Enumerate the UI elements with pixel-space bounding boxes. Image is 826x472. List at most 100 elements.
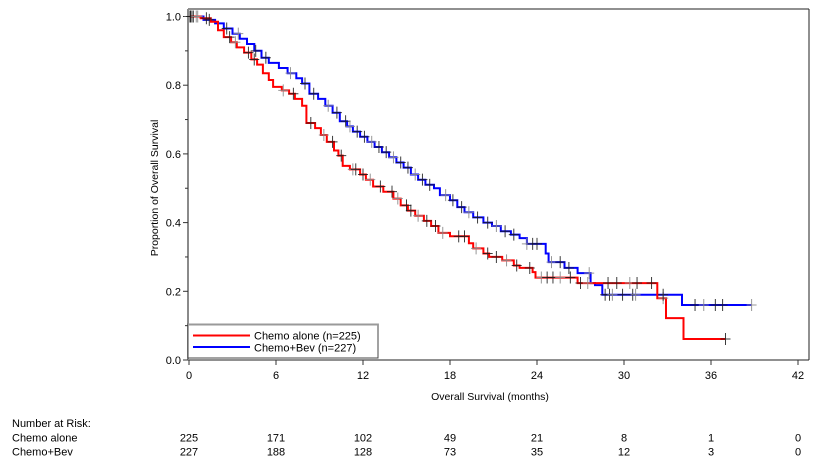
censor-mark-chemo-bev xyxy=(323,99,334,112)
censor-mark-chemo-bev xyxy=(698,299,709,312)
censor-mark-chemo-alone xyxy=(387,185,397,198)
censor-mark-chemo-bev xyxy=(344,120,355,133)
y-tick-label: 0.4 xyxy=(166,218,181,230)
risk-row-label-chemo-bev: Chemo+Bev xyxy=(12,447,73,459)
legend-label-chemo-alone: Chemo alone (n=225) xyxy=(254,331,361,343)
censor-mark-chemo-bev xyxy=(491,220,502,233)
censor-mark-chemo-bev xyxy=(424,178,435,191)
x-axis-ticks: 0 6 12 18 24 30 36 42 xyxy=(186,360,804,382)
risk-count-chemo-alone: 1 xyxy=(708,433,714,445)
risk-count-chemo-bev: 12 xyxy=(618,447,630,459)
censor-mark-chemo-alone xyxy=(350,163,361,176)
risk-count-chemo-alone: 171 xyxy=(267,433,285,445)
censor-mark-chemo-bev xyxy=(191,10,202,23)
censor-mark-chemo-bev xyxy=(607,288,618,301)
y-tick-label: 0.6 xyxy=(166,149,181,161)
censor-mark-chemo-alone xyxy=(524,261,535,274)
censor-mark-chemo-bev xyxy=(410,168,421,181)
risk-count-chemo-bev: 3 xyxy=(708,447,714,459)
x-tick-label: 30 xyxy=(618,370,630,382)
series-layer xyxy=(189,15,752,340)
censor-mark-chemo-alone xyxy=(646,277,657,290)
censor-mark-chemo-bev xyxy=(204,13,215,26)
series-line-chemo-alone xyxy=(189,15,726,340)
censor-mark-chemo-bev xyxy=(381,146,392,159)
risk-count-chemo-alone: 8 xyxy=(621,433,627,445)
risk-count-chemo-bev: 188 xyxy=(267,447,285,459)
censor-mark-chemo-alone xyxy=(582,277,593,290)
censor-mark-chemo-bev xyxy=(546,256,557,269)
censor-mark-chemo-bev xyxy=(658,288,669,301)
censor-mark-chemo-bev xyxy=(617,288,628,301)
censor-mark-chemo-bev xyxy=(746,299,757,312)
censor-mark-chemo-alone xyxy=(288,87,299,100)
censor-mark-chemo-bev xyxy=(630,288,641,301)
censor-mark-chemo-alone xyxy=(603,277,614,290)
censor-mark-chemo-alone xyxy=(358,168,368,181)
y-axis-ticks: 0.0 0.2 0.4 0.6 0.8 1.0 xyxy=(166,12,188,367)
censor-mark-chemo-alone xyxy=(611,277,622,290)
censor-mark-chemo-bev xyxy=(250,44,261,57)
censor-mark-chemo-bev xyxy=(402,161,413,174)
x-tick-label: 36 xyxy=(705,370,717,382)
censor-mark-chemo-alone xyxy=(501,254,512,267)
x-tick-label: 42 xyxy=(792,370,804,382)
censor-mark-chemo-alone xyxy=(401,199,412,212)
series-line-chemo-bev xyxy=(189,15,752,306)
censor-mark-chemo-bev xyxy=(388,151,399,164)
censor-mark-chemo-alone xyxy=(720,333,731,346)
censor-mark-chemo-alone xyxy=(511,259,522,272)
risk-count-chemo-alone: 49 xyxy=(444,433,456,445)
risk-count-chemo-alone: 102 xyxy=(354,433,372,445)
censor-mark-chemo-bev xyxy=(340,115,351,128)
censor-mark-chemo-bev xyxy=(463,206,474,219)
censor-mark-chemo-bev xyxy=(308,87,319,100)
risk-count-chemo-alone: 0 xyxy=(795,433,801,445)
censor-mark-chemo-bev xyxy=(563,261,574,274)
x-tick-label: 0 xyxy=(186,370,192,382)
censor-mark-chemo-alone xyxy=(405,204,416,217)
censor-mark-chemo-alone xyxy=(430,220,441,233)
risk-counts: 225 171 102 49 21 8 1 0 227 188 128 73 35 12 3 0 xyxy=(180,433,801,459)
risk-row-label-chemo-alone: Chemo alone xyxy=(12,433,77,445)
censor-mark-chemo-bev xyxy=(447,194,458,207)
x-tick-label: 12 xyxy=(357,370,369,382)
x-axis-title: Overall Survival (months) xyxy=(431,391,549,403)
x-tick-label: 24 xyxy=(531,370,543,382)
censor-mark-chemo-alone xyxy=(375,180,386,193)
censor-mark-chemo-bev xyxy=(690,299,701,312)
censor-mark-chemo-bev xyxy=(373,141,384,154)
risk-count-chemo-bev: 73 xyxy=(444,447,456,459)
censor-mark-chemo-alone xyxy=(305,116,316,129)
censor-mark-chemo-bev xyxy=(233,27,244,40)
risk-count-chemo-alone: 225 xyxy=(180,433,198,445)
censor-mark-chemo-bev xyxy=(285,67,296,80)
censor-mark-chemo-alone xyxy=(224,31,235,44)
censor-mark-chemo-bev xyxy=(395,156,406,169)
censor-mark-chemo-alone xyxy=(565,271,576,284)
censor-mark-chemo-bev xyxy=(584,267,595,280)
plot-frame xyxy=(187,8,810,361)
censor-mark-chemo-alone xyxy=(318,129,329,142)
risk-table-title: Number at Risk: xyxy=(12,418,91,430)
censor-mark-chemo-alone xyxy=(482,247,493,260)
censor-mark-chemo-bev xyxy=(482,216,493,229)
x-tick-label: 6 xyxy=(273,370,279,382)
censor-mark-chemo-alone xyxy=(413,209,424,222)
censor-mark-chemo-alone xyxy=(459,230,470,243)
censor-mark-chemo-bev xyxy=(717,299,728,312)
x-tick-label: 18 xyxy=(444,370,456,382)
censor-mark-chemo-bev xyxy=(440,189,451,202)
censor-layer xyxy=(184,10,757,346)
y-axis-title: Proportion of Overall Survival xyxy=(149,120,161,257)
censor-mark-chemo-bev xyxy=(500,225,511,238)
censor-mark-chemo-bev xyxy=(555,256,566,269)
censor-mark-chemo-alone xyxy=(471,242,482,255)
censor-mark-chemo-alone xyxy=(555,271,566,284)
y-tick-label: 0.0 xyxy=(166,355,181,367)
y-tick-label: 1.0 xyxy=(166,12,181,24)
censor-mark-chemo-bev xyxy=(221,22,232,35)
legend-label-chemo-bev: Chemo+Bev (n=227) xyxy=(254,343,356,355)
censor-mark-chemo-bev xyxy=(300,77,310,90)
